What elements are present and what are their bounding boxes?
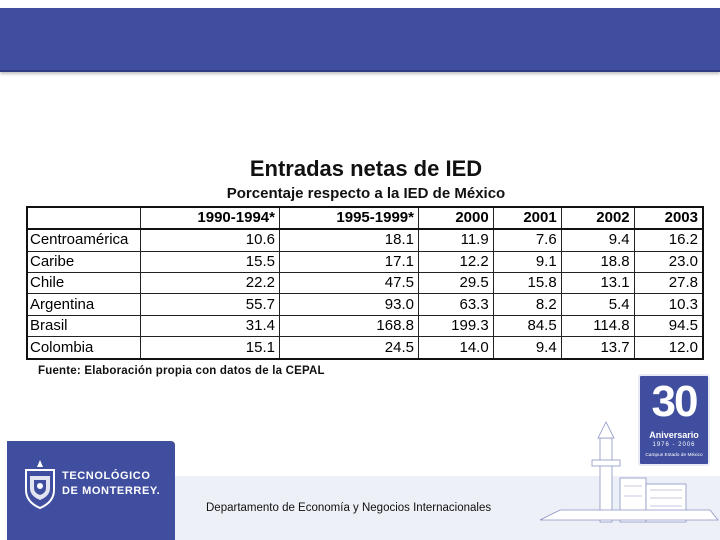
row-label: Centroamérica [27,229,141,251]
row-label: Colombia [27,337,141,359]
column-header: 2000 [418,207,493,229]
column-header: 1990-1994* [141,207,280,229]
table-cell: 5.4 [561,294,634,315]
table-cell: 12.0 [634,337,703,359]
column-header: 2001 [493,207,561,229]
logo-text-line2: DE MONTERREY. [62,485,160,497]
anniversary-badge: 30 Aniversario 1976 - 2006 Campus Estado… [638,374,710,466]
table-row: Colombia 15.1 24.5 14.0 9.4 13.7 12.0 [27,337,703,359]
table-cell: 18.1 [279,229,418,251]
table-row: Brasil 31.4 168.8 199.3 84.5 114.8 94.5 [27,315,703,336]
table-cell: 14.0 [418,337,493,359]
table-header-row: 1990-1994* 1995-1999* 2000 2001 2002 200… [27,207,703,229]
table-cell: 114.8 [561,315,634,336]
source-note: Fuente: Elaboración propia con datos de … [38,365,325,377]
table-cell: 9.1 [493,251,561,272]
table-row: Centroamérica 10.6 18.1 11.9 7.6 9.4 16.… [27,229,703,251]
table-cell: 8.2 [493,294,561,315]
anniversary-word: Aniversario [640,430,708,440]
logo-text-line1: TECNOLÓGICO [62,470,151,482]
table-cell: 31.4 [141,315,280,336]
table-cell: 93.0 [279,294,418,315]
header-band [0,8,720,72]
table-cell: 15.8 [493,272,561,293]
table-cell: 94.5 [634,315,703,336]
table-cell: 47.5 [279,272,418,293]
ied-table: 1990-1994* 1995-1999* 2000 2001 2002 200… [26,206,704,360]
table-cell: 27.8 [634,272,703,293]
table-cell: 55.7 [141,294,280,315]
table-cell: 16.2 [634,229,703,251]
column-header: 2003 [634,207,703,229]
table-cell: 168.8 [279,315,418,336]
table-cell: 23.0 [634,251,703,272]
table-cell: 13.1 [561,272,634,293]
column-header: 1995-1999* [279,207,418,229]
slide-title: Entradas netas de IED [0,156,720,182]
table-cell: 13.7 [561,337,634,359]
table-cell: 84.5 [493,315,561,336]
row-label: Brasil [27,315,141,336]
header-corner-cell [27,207,141,229]
table-cell: 199.3 [418,315,493,336]
slide-subtitle: Porcentaje respecto a la IED de México [0,185,720,202]
row-label: Argentina [27,294,141,315]
row-label: Chile [27,272,141,293]
table-cell: 10.6 [141,229,280,251]
department-name: Departamento de Economía y Negocios Inte… [206,502,516,514]
table-cell: 18.8 [561,251,634,272]
table-cell: 9.4 [561,229,634,251]
table-cell: 15.5 [141,251,280,272]
table-cell: 12.2 [418,251,493,272]
table-row: Chile 22.2 47.5 29.5 15.8 13.1 27.8 [27,272,703,293]
table-cell: 22.2 [141,272,280,293]
row-label: Caribe [27,251,141,272]
tec-de-monterrey-shield-icon [22,458,58,510]
table-cell: 9.4 [493,337,561,359]
table-cell: 15.1 [141,337,280,359]
column-header: 2002 [561,207,634,229]
table-cell: 10.3 [634,294,703,315]
anniversary-number: 30 [640,376,708,428]
table-cell: 11.9 [418,229,493,251]
table-cell: 17.1 [279,251,418,272]
table-cell: 7.6 [493,229,561,251]
tec-logo: TECNOLÓGICO DE MONTERREY. [22,458,172,510]
table-cell: 29.5 [418,272,493,293]
table-row: Caribe 15.5 17.1 12.2 9.1 18.8 23.0 [27,251,703,272]
anniversary-years: 1976 - 2006 [640,442,708,448]
table-cell: 63.3 [418,294,493,315]
table-cell: 24.5 [279,337,418,359]
table-row: Argentina 55.7 93.0 63.3 8.2 5.4 10.3 [27,294,703,315]
anniversary-campus: Campus Estado de México [640,453,708,458]
